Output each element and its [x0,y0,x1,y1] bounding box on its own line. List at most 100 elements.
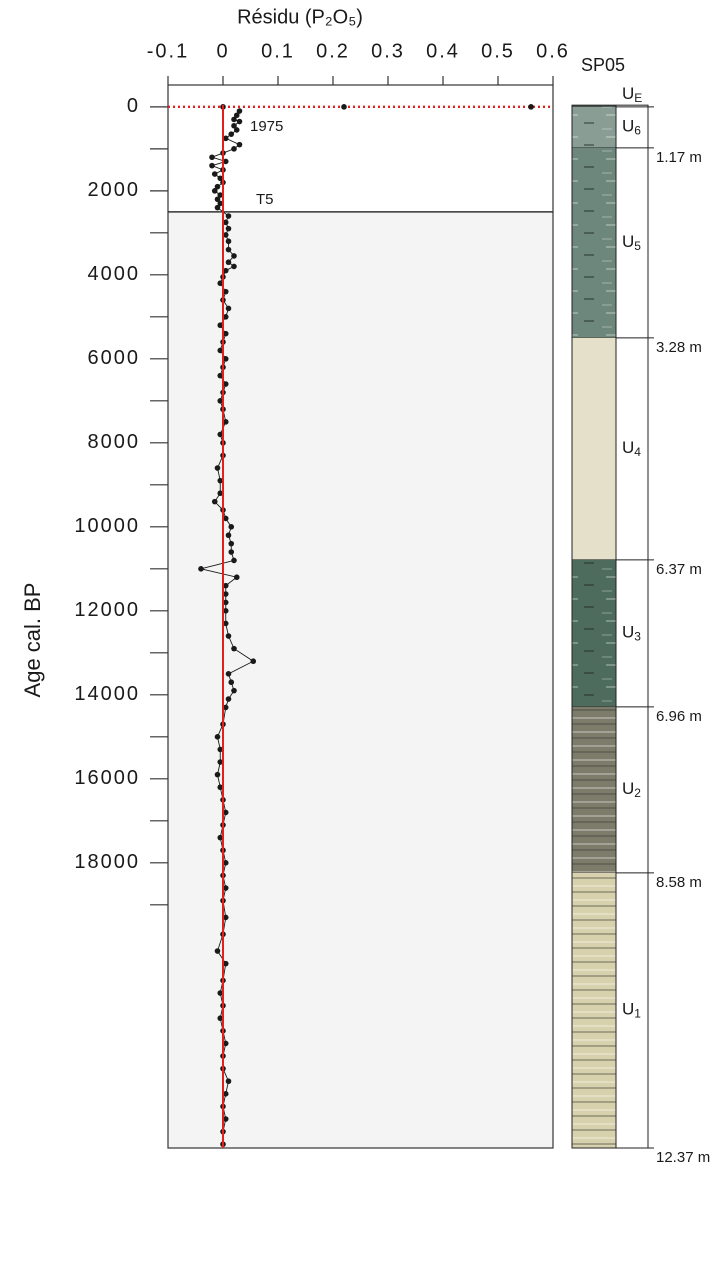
data-point [217,746,224,753]
unit-letter: U [622,438,634,457]
data-point [231,687,237,694]
x-tick-label: -0.1 [147,40,189,62]
data-point [222,960,229,967]
x-tick-label: 0.3 [371,40,405,62]
unit-letter: U [622,85,634,104]
unit-fill [572,105,616,107]
y-tick-label: 18000 [74,851,140,873]
unit-label: U3 [622,623,641,644]
unit-letter: U [622,117,634,136]
y-tick-label: 6000 [88,347,141,369]
y-tick-label: 4000 [88,263,141,285]
reference-label: T5 [256,191,274,208]
data-point [217,759,224,765]
unit-subscript: E [634,91,642,105]
data-point [214,465,221,471]
data-point [222,314,229,320]
data-point [225,633,232,639]
y-tick-label: 10000 [74,515,140,537]
data-point [217,372,224,379]
depth-label: 6.37 m [656,561,702,578]
data-point [231,253,237,259]
unit-letter: U [622,232,634,251]
depth-label: 1.17 m [656,149,702,166]
data-point [222,809,229,816]
x-tick-label: 0.6 [536,40,570,62]
shade-region [168,211,553,1148]
unit-label: U4 [622,438,641,459]
data-point [222,232,229,238]
unit-letter: U [622,1000,634,1019]
data-point [214,196,221,203]
y-tick-label: 16000 [74,767,140,789]
data-point [222,608,229,614]
data-point [231,122,237,129]
depth-label: 12.37 m [656,1149,710,1166]
data-point [236,108,243,114]
data-point [236,141,243,148]
data-point [211,188,218,194]
data-point [225,225,232,232]
x-tick-label: 0.2 [316,40,350,62]
data-point [231,557,237,564]
y-tick-label: 14000 [74,683,140,705]
data-point [209,154,215,161]
data-point [217,192,224,198]
data-point [231,263,237,270]
unit-subscript: 6 [634,124,641,138]
data-point [222,219,229,226]
data-point [233,127,240,133]
data-point [228,540,235,547]
unit-letter: U [622,779,634,798]
data-point [222,885,229,891]
data-point [222,267,229,274]
data-point [222,1040,229,1047]
depth-label: 3.28 m [656,339,702,356]
data-point [222,599,229,606]
data-point [231,146,237,152]
data-point [228,131,235,137]
data-point [222,356,229,362]
data-point [225,1078,232,1085]
data-point [222,135,229,142]
depth-label: 6.96 m [656,708,702,725]
data-point [225,259,232,266]
data-point [214,771,221,778]
unit-letter: U [622,623,634,642]
x-axis-title: Résidu (P₂O₅) [237,6,363,28]
data-point [222,860,229,866]
data-point [217,990,224,996]
data-point [217,280,224,287]
data-point [233,574,240,581]
data-point [222,515,229,522]
column-title: SP05 [581,55,625,75]
unit-texture [572,559,616,707]
data-point [198,566,204,572]
data-point [222,1091,229,1097]
data-point [225,238,232,245]
data-point [214,204,221,211]
data-point [225,305,232,312]
data-point [236,118,243,125]
data-point [217,347,224,354]
data-point [217,834,224,841]
data-point [228,679,235,686]
data-point [214,734,221,740]
data-point [233,112,240,119]
data-point [225,246,232,253]
unit-texture [572,147,616,338]
depth-label: 8.58 m [656,874,702,891]
data-point [222,381,229,387]
y-tick-label: 12000 [74,599,140,621]
data-point [228,524,235,530]
data-point [217,200,224,207]
y-axis-title: Age cal. BP [20,583,45,698]
unit-label: UE [622,85,642,106]
unit-label: U1 [622,1000,641,1021]
unit-subscript: 1 [634,1007,641,1021]
unit-subscript: 2 [634,786,641,800]
data-point [217,1015,224,1022]
data-point [211,498,218,505]
